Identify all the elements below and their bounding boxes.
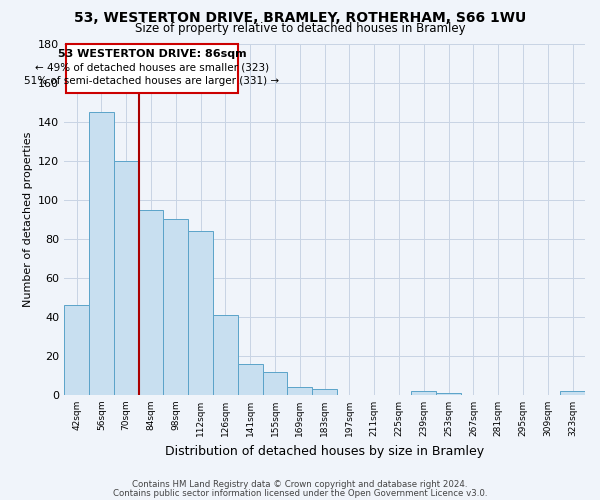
Bar [238, 364, 263, 395]
Text: Size of property relative to detached houses in Bramley: Size of property relative to detached ho… [134, 22, 466, 35]
X-axis label: Distribution of detached houses by size in Bramley: Distribution of detached houses by size … [165, 444, 484, 458]
Text: 53 WESTERTON DRIVE: 86sqm: 53 WESTERTON DRIVE: 86sqm [58, 49, 246, 59]
Y-axis label: Number of detached properties: Number of detached properties [23, 132, 32, 307]
Bar [287, 387, 312, 395]
FancyBboxPatch shape [66, 44, 238, 92]
Text: Contains public sector information licensed under the Open Government Licence v3: Contains public sector information licen… [113, 488, 487, 498]
Bar [263, 372, 287, 395]
Bar [436, 393, 461, 395]
Text: ← 49% of detached houses are smaller (323): ← 49% of detached houses are smaller (32… [35, 62, 269, 72]
Text: 51% of semi-detached houses are larger (331) →: 51% of semi-detached houses are larger (… [25, 76, 280, 86]
Bar [139, 210, 163, 395]
Bar [163, 220, 188, 395]
Text: 53, WESTERTON DRIVE, BRAMLEY, ROTHERHAM, S66 1WU: 53, WESTERTON DRIVE, BRAMLEY, ROTHERHAM,… [74, 11, 526, 25]
Bar [312, 389, 337, 395]
Bar [89, 112, 114, 395]
Bar [114, 161, 139, 395]
Bar [188, 231, 213, 395]
Bar [64, 305, 89, 395]
Bar [560, 391, 585, 395]
Bar [213, 315, 238, 395]
Bar [412, 391, 436, 395]
Text: Contains HM Land Registry data © Crown copyright and database right 2024.: Contains HM Land Registry data © Crown c… [132, 480, 468, 489]
